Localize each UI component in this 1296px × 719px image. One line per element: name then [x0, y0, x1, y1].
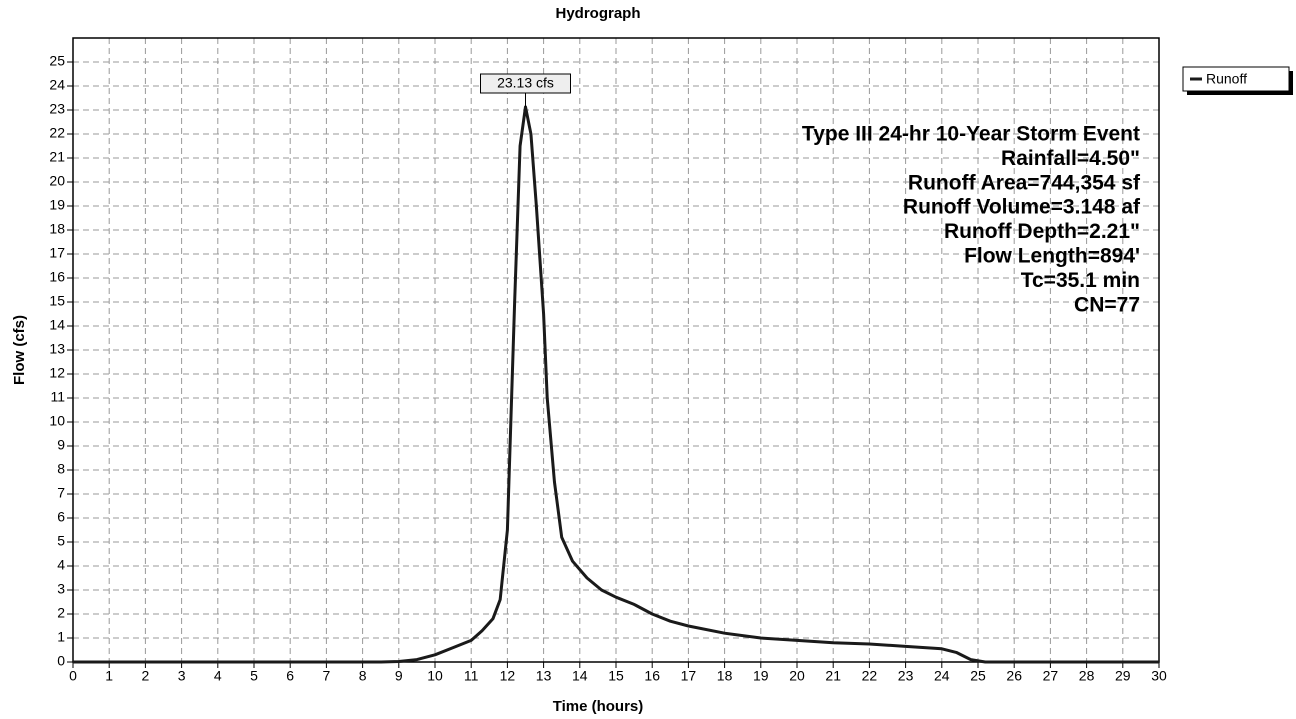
y-tick-label: 10 — [49, 413, 65, 429]
y-axis-label: Flow (cfs) — [11, 315, 28, 385]
x-tick-label: 9 — [395, 668, 403, 684]
x-tick-label: 1 — [105, 668, 113, 684]
info-text: Tc=35.1 min — [1021, 269, 1140, 292]
x-tick-label: 7 — [323, 668, 331, 684]
info-text: Flow Length=894' — [964, 245, 1140, 268]
info-text: Runoff Depth=2.21" — [944, 220, 1140, 243]
y-tick-label: 1 — [57, 629, 65, 645]
info-text: Rainfall=4.50" — [1001, 147, 1140, 170]
x-tick-label: 21 — [825, 668, 841, 684]
x-tick-label: 25 — [970, 668, 986, 684]
x-tick-label: 11 — [464, 668, 479, 684]
data-line — [73, 105, 1159, 664]
y-tick-label: 14 — [49, 317, 65, 333]
x-tick-label: 17 — [681, 668, 697, 684]
x-tick-label: 13 — [536, 668, 552, 684]
info-text: Type III 24-hr 10-Year Storm Event — [802, 123, 1140, 146]
y-tick-label: 0 — [57, 653, 65, 669]
y-tick-label: 11 — [50, 389, 65, 405]
x-tick-label: 12 — [500, 668, 516, 684]
x-tick-label: 22 — [862, 668, 878, 684]
y-tick-label: 6 — [57, 509, 65, 525]
y-tick-label: 5 — [57, 533, 65, 549]
y-tick-label: 18 — [49, 221, 65, 237]
y-tick-label: 12 — [49, 365, 65, 381]
x-tick-label: 30 — [1151, 668, 1167, 684]
info-text: CN=77 — [1074, 293, 1140, 316]
y-tick-label: 9 — [57, 437, 65, 453]
x-tick-label: 2 — [142, 668, 150, 684]
plot-border — [72, 37, 1160, 663]
info-text: Runoff Area=744,354 sf — [908, 171, 1141, 194]
legend-label: Runoff — [1206, 71, 1247, 87]
y-tick-label: 24 — [49, 77, 65, 93]
info-text: Runoff Volume=3.148 af — [903, 196, 1141, 219]
annotation-box — [480, 73, 571, 94]
y-tick-label: 2 — [57, 605, 65, 621]
y-tick-label: 23 — [49, 101, 65, 117]
x-tick-label: 27 — [1043, 668, 1059, 684]
x-tick-label: 3 — [178, 668, 186, 684]
y-tick-label: 20 — [49, 173, 65, 189]
y-tick-label: 16 — [49, 269, 65, 285]
y-tick-label: 4 — [57, 557, 65, 573]
x-tick-label: 15 — [608, 668, 624, 684]
y-tick-label: 17 — [49, 245, 65, 261]
chart-title: Hydrograph — [555, 5, 640, 22]
y-tick-label: 15 — [49, 293, 65, 309]
x-tick-label: 28 — [1079, 668, 1095, 684]
legend: Runoff — [1182, 66, 1293, 95]
x-tick-label: 4 — [214, 668, 222, 684]
x-axis-label: Time (hours) — [553, 698, 644, 715]
y-tick-label: 22 — [49, 125, 65, 141]
x-tick-label: 14 — [572, 668, 588, 684]
y-tick-label: 3 — [57, 581, 65, 597]
x-tick-label: 5 — [250, 668, 258, 684]
x-tick-label: 10 — [427, 668, 443, 684]
x-tick-label: 18 — [717, 668, 733, 684]
y-tick-label: 19 — [49, 197, 65, 213]
y-tick-label: 13 — [49, 341, 65, 357]
x-tick-label: 16 — [644, 668, 660, 684]
x-tick-label: 19 — [753, 668, 769, 684]
x-tick-label: 0 — [69, 668, 77, 684]
x-tick-label: 26 — [1006, 668, 1022, 684]
y-tick-label: 7 — [57, 485, 65, 501]
x-tick-label: 6 — [286, 668, 294, 684]
x-tick-label: 29 — [1115, 668, 1131, 684]
y-tick-label: 8 — [57, 461, 65, 477]
annotation-label: 23.13 cfs — [497, 75, 554, 91]
x-tick-label: 8 — [359, 668, 367, 684]
y-tick-label: 21 — [49, 149, 65, 165]
x-tick-label: 23 — [898, 668, 914, 684]
x-tick-label: 20 — [789, 668, 805, 684]
x-tick-label: 24 — [934, 668, 950, 684]
y-tick-label: 25 — [49, 53, 65, 69]
